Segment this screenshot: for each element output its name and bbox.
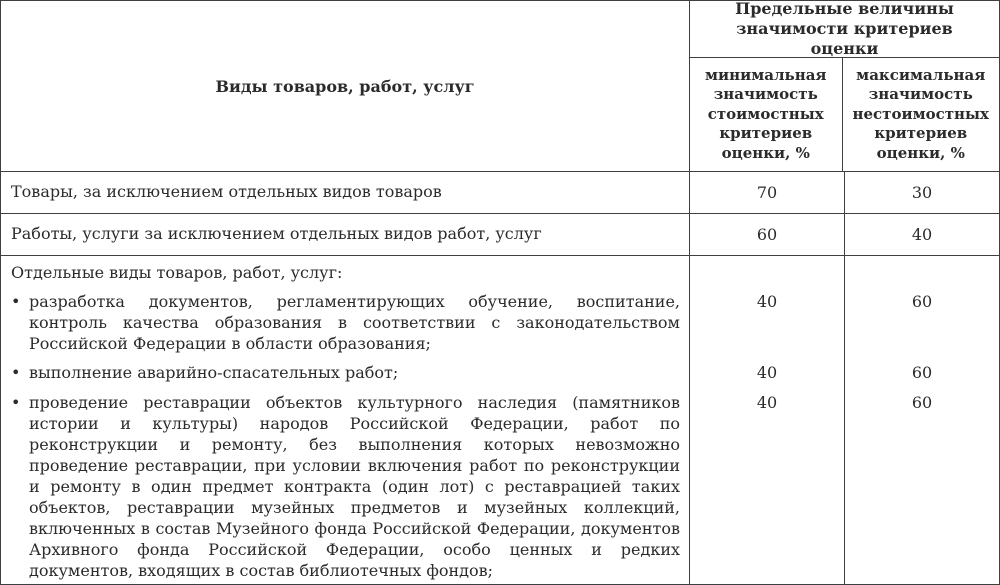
- column-header-min-cost: минимальная значимость стоимостных крите…: [704, 65, 827, 162]
- empty-min-cell: [689, 256, 844, 284]
- row-min-value: 40: [689, 354, 844, 384]
- group-intro-label: Отдельные виды товаров, работ, услуг:: [11, 263, 343, 282]
- bullet-marker: •: [11, 292, 21, 312]
- row-min-value: 60: [689, 214, 844, 255]
- group-item-text: • проведение реставрации объектов культу…: [1, 384, 689, 584]
- column-header-types: Виды товаров, работ, услуг: [215, 76, 475, 96]
- row-min-value: 40: [689, 283, 844, 355]
- row-max-value: 60: [844, 383, 999, 584]
- row-max-value: 40: [844, 214, 999, 255]
- row-min-value: 70: [689, 172, 844, 213]
- row-max-value: 60: [844, 354, 999, 384]
- bullet-marker: •: [11, 392, 21, 412]
- row-min-value: 40: [689, 383, 844, 584]
- group-header-limits: Предельные величины значимости критериев…: [690, 1, 999, 58]
- table-row: Работы, услуги за исключением отдельных …: [1, 213, 999, 255]
- bullet-text: выполнение аварийно-спасательных работ;: [29, 363, 399, 383]
- table-row-group: Отдельные виды товаров, работ, услуг: • …: [1, 255, 999, 584]
- bullet-marker: •: [11, 363, 21, 383]
- column-group-limits: Предельные величины значимости критериев…: [689, 1, 999, 171]
- group-item-subrow: • проведение реставрации объектов культу…: [1, 383, 999, 584]
- group-item-subrow: • выполнение аварийно-спасательных работ…: [1, 354, 999, 384]
- subheader-row: минимальная значимость стоимостных крите…: [690, 58, 999, 171]
- row-max-value: 60: [844, 283, 999, 355]
- group-item-text: • разработка документов, регламентирующи…: [1, 283, 689, 354]
- bullet-text: разработка документов, регламентирующих …: [29, 292, 680, 354]
- row-max-value: 30: [844, 172, 999, 213]
- bullet-text: проведение реставрации объектов культурн…: [29, 392, 680, 581]
- group-item-text: • выполнение аварийно-спасательных работ…: [1, 354, 689, 383]
- table-row: Товары, за исключением отдельных видов т…: [1, 171, 999, 213]
- group-item-subrow: • разработка документов, регламентирующи…: [1, 283, 999, 355]
- table-header: Виды товаров, работ, услуг Предельные ве…: [1, 1, 999, 171]
- empty-max-cell: [844, 256, 999, 284]
- group-intro-subrow: Отдельные виды товаров, работ, услуг:: [1, 256, 999, 284]
- row-label: Работы, услуги за исключением отдельных …: [11, 224, 542, 244]
- column-header-max-noncost: максимальная значимость нестоимостных кр…: [841, 58, 1000, 171]
- row-label: Товары, за исключением отдельных видов т…: [11, 182, 442, 202]
